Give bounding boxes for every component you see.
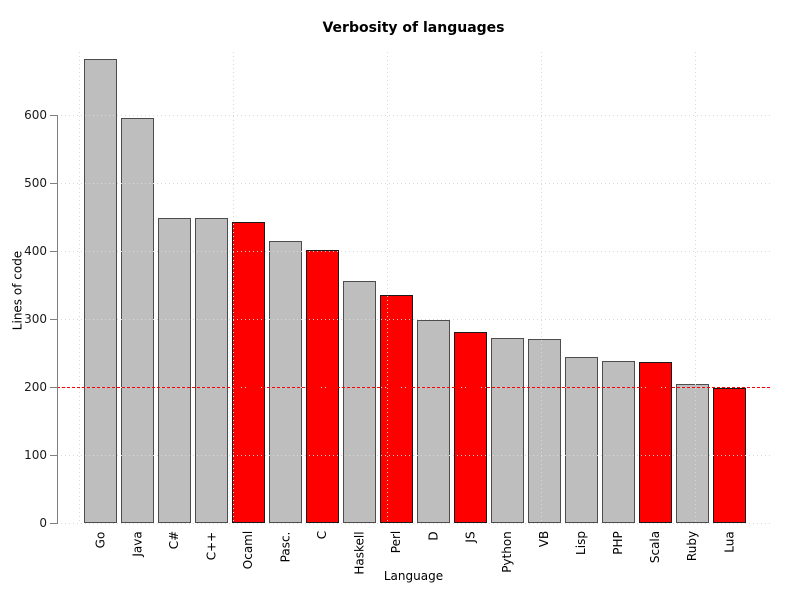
x-category-label: Ocaml	[241, 530, 256, 570]
x-category-label: Ruby	[685, 530, 700, 562]
h-gridline	[57, 115, 770, 116]
x-category-label: PHP	[610, 531, 625, 555]
x-category-label: Go	[92, 531, 107, 548]
x-category-label: Python	[499, 531, 514, 573]
chart-title: Verbosity of languages	[322, 20, 505, 36]
bar-d	[416, 319, 450, 523]
bar-c	[194, 218, 228, 523]
h-gridline	[57, 319, 770, 320]
y-tick-label: 200	[24, 380, 47, 394]
y-axis-tick	[50, 183, 57, 184]
x-category-label: Perl	[389, 530, 404, 554]
bar-python	[490, 338, 524, 523]
y-axis-tick	[50, 387, 57, 388]
v-gridline	[694, 52, 696, 523]
bar-ruby	[675, 383, 709, 523]
y-tick-label: 500	[24, 176, 47, 190]
y-tick-label: 400	[24, 244, 47, 258]
bar-haskell	[342, 280, 376, 523]
reference-line	[57, 387, 770, 388]
y-tick-label: 600	[24, 108, 47, 122]
x-category-label: Haskell	[352, 530, 367, 575]
bar-perl	[379, 294, 413, 523]
x-category-label: JS	[463, 530, 478, 543]
bar-c	[305, 249, 339, 523]
x-category-label: Scala	[648, 530, 663, 564]
x-category-label: Pasc.	[277, 531, 292, 562]
bar-ocaml	[231, 222, 265, 523]
x-category-label: D	[426, 530, 441, 541]
h-gridline	[57, 251, 770, 252]
x-category-label: VB	[537, 530, 552, 548]
bar-vb	[527, 338, 561, 523]
bar-lisp	[564, 357, 598, 523]
y-axis-tick	[50, 319, 57, 320]
v-gridline	[540, 52, 542, 523]
x-category-label: C#	[167, 530, 182, 550]
y-tick-label: 300	[24, 312, 47, 326]
bar-pasc	[268, 240, 302, 523]
y-axis-tick	[50, 251, 57, 252]
v-gridline	[78, 52, 80, 523]
y-axis-tick	[50, 523, 57, 524]
bar-java	[120, 118, 154, 523]
bar-php	[601, 361, 635, 523]
bar-scala	[638, 361, 672, 523]
y-tick-label: 100	[24, 448, 47, 462]
h-gridline	[57, 183, 770, 184]
h-gridline	[57, 523, 770, 524]
v-gridline	[232, 52, 234, 523]
bar-c	[157, 218, 191, 523]
x-category-label: Lua	[722, 530, 737, 553]
y-axis-tick	[50, 455, 57, 456]
y-tick-label: 0	[39, 516, 47, 530]
x-category-label: C	[315, 530, 330, 540]
x-category-label: Lisp	[573, 531, 588, 555]
x-category-label: Java	[130, 530, 145, 557]
v-gridline	[386, 52, 388, 523]
bar-go	[83, 58, 117, 523]
x-axis-title: Language	[383, 569, 444, 583]
y-axis-tick	[50, 115, 57, 116]
x-category-label: C++	[203, 531, 218, 560]
y-axis-line	[57, 115, 58, 524]
bar-js	[453, 331, 487, 523]
h-gridline	[57, 455, 770, 456]
